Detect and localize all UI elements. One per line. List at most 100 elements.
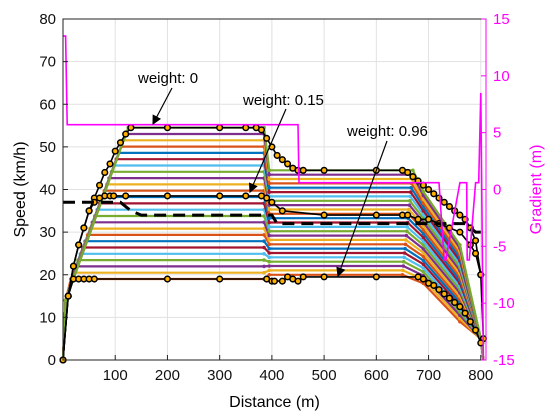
weighted-series-point	[273, 151, 281, 159]
weighted-series-point	[445, 203, 453, 211]
weighted-series-point	[122, 192, 130, 200]
speed-profile-point	[404, 238, 408, 242]
y-tick-label-right: 15	[493, 11, 510, 28]
speed-profile-point	[267, 207, 272, 212]
y-tick-label-right: -10	[493, 295, 515, 312]
y-tick-label-left: 30	[39, 224, 56, 241]
weighted-series-point	[257, 126, 265, 134]
weighted-series-point	[461, 309, 469, 317]
speed-profile-point	[63, 298, 68, 303]
speed-profile-point	[267, 251, 272, 255]
speed-limit-line	[63, 200, 481, 234]
speed-profile-point	[411, 168, 415, 173]
speed-profile-point	[267, 225, 272, 229]
weighted-series-point	[216, 124, 224, 132]
speed-profile-point	[421, 262, 426, 266]
weighted-series-point	[270, 277, 279, 285]
speed-profile-point	[267, 264, 272, 268]
y-tick-label-left: 20	[39, 267, 56, 284]
annotation-arrow	[336, 140, 388, 278]
speed-profile-point	[409, 185, 413, 190]
x-tick-label: 100	[103, 367, 128, 384]
speed-profile-point	[262, 245, 266, 250]
y-tick-label-right: 10	[493, 68, 510, 85]
x-tick-label: 800	[468, 367, 493, 384]
speed-profile-point	[408, 198, 412, 203]
weighted-series-point	[440, 290, 448, 298]
weighted-series-point	[472, 249, 480, 257]
highlighted-series	[59, 124, 487, 364]
speed-profile-point	[267, 190, 272, 194]
weighted-series-point	[101, 168, 109, 176]
weighted-series-point	[425, 185, 433, 194]
weighted-series-point	[122, 130, 130, 138]
speed-profile-point	[421, 250, 426, 255]
weighted-series-point	[216, 275, 224, 283]
weighted-series-point	[90, 275, 98, 283]
x-tick-label: 400	[259, 367, 284, 384]
weighted-series-point	[430, 190, 438, 198]
weighted-series-point	[320, 211, 328, 219]
speed-profile-point	[401, 259, 406, 264]
speed-profile-point	[421, 266, 426, 270]
weighted-series-point	[430, 281, 438, 289]
speed-profile-point	[262, 264, 266, 269]
weighted-series-point	[278, 207, 286, 215]
weighted-series-point	[163, 275, 171, 283]
weighted-series-point	[278, 156, 286, 164]
weighted-series-point	[414, 215, 422, 223]
speed-profile-point	[408, 190, 413, 194]
y-tick-label-right: -5	[493, 238, 506, 255]
speed-profile-point	[401, 268, 405, 273]
weighted-series-point	[163, 192, 171, 200]
weighted-series-point	[69, 262, 77, 270]
weighted-series-point	[116, 139, 124, 147]
y-tick-label-left: 50	[39, 139, 56, 156]
gradient-series	[63, 35, 485, 361]
weighted-series-point	[456, 211, 464, 219]
weighted-series-point	[80, 224, 88, 232]
gradient-line	[63, 35, 485, 361]
weighted-series-point	[425, 215, 433, 223]
speed-profile-point	[267, 177, 272, 181]
speed-profile-point	[267, 255, 272, 260]
weighted-series-point	[242, 124, 250, 132]
speed-profile-point	[267, 181, 272, 186]
weighted-series-point	[451, 298, 459, 307]
y-tick-label-left: 10	[39, 309, 56, 326]
speed-profile-point	[421, 247, 426, 251]
weighted-series-point	[96, 181, 104, 189]
x-tick-label: 700	[416, 367, 441, 384]
x-tick-label: 200	[155, 367, 180, 384]
weighted-series-point	[163, 124, 171, 132]
y-tick-label-right: -15	[493, 352, 515, 369]
x-tick-label: 300	[207, 367, 232, 384]
speed-profile-point	[267, 229, 272, 234]
weighted-series-point	[409, 173, 417, 181]
speed-profile-point	[405, 225, 410, 229]
speed-profile-point	[267, 185, 272, 190]
annotations: weight: 0 weight: 0.15 weight: 0.96	[137, 70, 428, 278]
speed-profile-point	[262, 226, 266, 231]
annotation-label: weight: 0.96	[346, 123, 428, 140]
y-tick-label-left: 60	[39, 96, 56, 113]
weighted-series-point	[320, 166, 328, 174]
speed-profile-point	[402, 255, 406, 260]
weighted-series-point	[372, 211, 380, 219]
y-tick-label-left: 70	[39, 54, 56, 71]
weighted-series-point	[472, 326, 480, 334]
weighted-series-point	[404, 211, 412, 219]
speed-profile-point	[404, 229, 409, 234]
speed-profile-point	[267, 259, 272, 264]
weighted-series-point	[404, 168, 412, 176]
weighted-series-point	[284, 160, 292, 168]
speed-profile-point	[267, 220, 272, 225]
weighted-series-point	[268, 198, 276, 206]
weighted-series-point	[456, 228, 464, 236]
weighted-series-point	[75, 241, 83, 249]
y-tick-label-left: 40	[39, 182, 56, 199]
speed-profile-point	[267, 216, 272, 220]
speed-profile-point	[267, 272, 272, 277]
x-axis-label: Distance (m)	[229, 394, 320, 411]
